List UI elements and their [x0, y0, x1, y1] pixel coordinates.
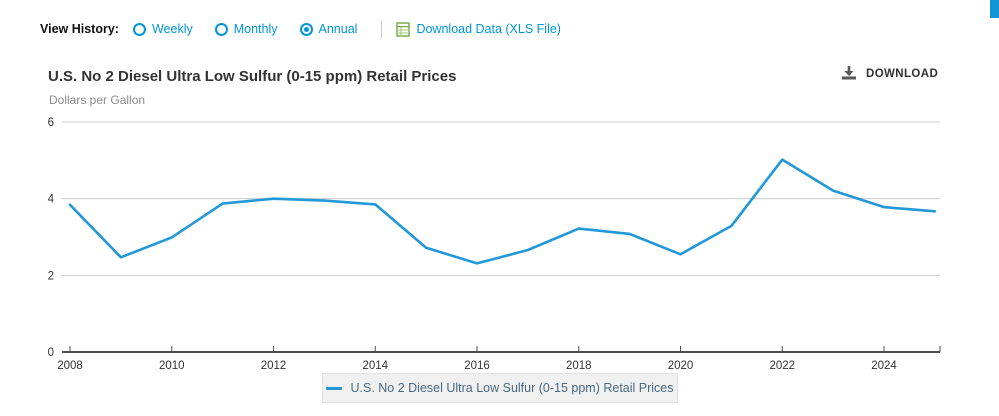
radio-weekly[interactable]: Weekly	[132, 22, 193, 36]
x-tick-label: 2016	[464, 360, 490, 372]
download-data-link[interactable]: Download Data (XLS File)	[396, 21, 561, 37]
download-button[interactable]: DOWNLOAD	[841, 66, 938, 81]
radio-monthly[interactable]: Monthly	[214, 22, 278, 36]
radio-annual-label[interactable]: Annual	[318, 22, 358, 36]
radio-weekly-circle[interactable]	[132, 22, 146, 36]
y-tick-label: 4	[48, 194, 55, 206]
radio-monthly-label[interactable]: Monthly	[233, 22, 278, 36]
chart-subtitle: Dollars per Gallon	[49, 93, 146, 107]
x-tick-label: 2018	[566, 360, 592, 372]
divider	[381, 20, 383, 38]
xls-file-icon	[396, 21, 411, 37]
price-line-series	[68, 158, 937, 265]
radio-annual-circle[interactable]	[299, 22, 313, 36]
x-tick-label: 2020	[668, 360, 694, 372]
chart-title: U.S. No 2 Diesel Ultra Low Sulfur (0-15 …	[48, 68, 457, 85]
download-button-label: DOWNLOAD	[866, 67, 939, 80]
radio-annual[interactable]: Annual	[299, 22, 358, 36]
price-chart: 0 2 4 6 2008 2010 2012 2014 2016 2018 2020 2022 2024	[48, 117, 941, 372]
radio-weekly-label[interactable]: Weekly	[151, 22, 193, 36]
legend-item[interactable]: U.S. No 2 Diesel Ultra Low Sulfur (0-15 …	[322, 373, 678, 403]
x-tick-label: 2014	[362, 360, 388, 372]
download-icon	[841, 66, 857, 81]
y-tick-label: 6	[48, 117, 54, 129]
download-data-label[interactable]: Download Data (XLS File)	[416, 22, 561, 36]
x-tick-label: 2010	[159, 360, 185, 372]
legend-line-swatch	[326, 386, 343, 390]
x-tick-label: 2008	[57, 360, 83, 372]
view-history-bar: View History: Weekly Monthly Annual	[40, 19, 561, 39]
y-tick-label: 0	[48, 347, 54, 359]
top-right-accent	[990, 0, 999, 18]
x-tick-label: 2012	[261, 360, 287, 372]
view-history-label: View History:	[40, 22, 119, 36]
y-tick-label: 2	[48, 270, 54, 282]
legend-label[interactable]: U.S. No 2 Diesel Ultra Low Sulfur (0-15 …	[350, 381, 674, 395]
x-tick-label: 2022	[769, 360, 795, 372]
radio-monthly-circle[interactable]	[214, 22, 228, 36]
x-tick-label: 2024	[871, 360, 897, 372]
